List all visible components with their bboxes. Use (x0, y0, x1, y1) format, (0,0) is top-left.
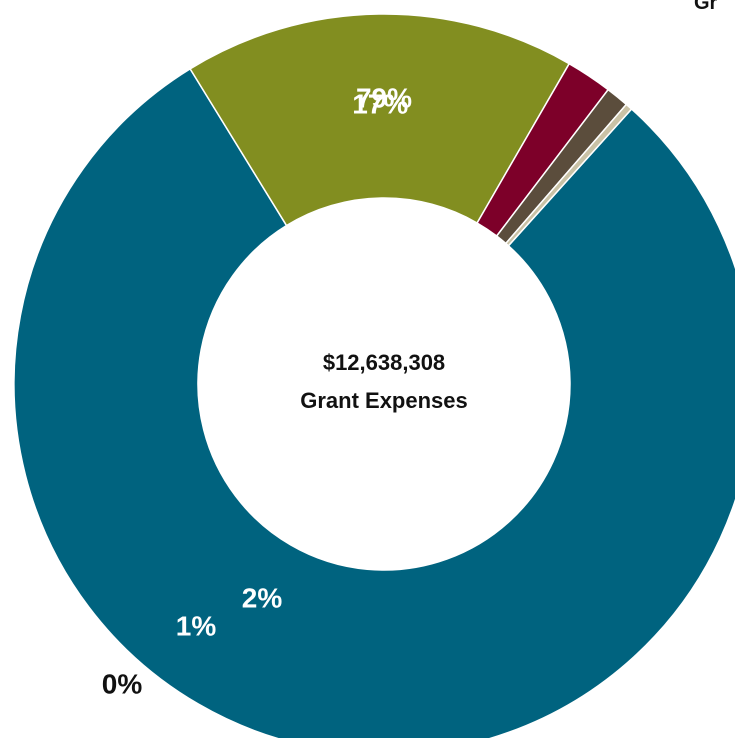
slice-label-5: 0% (102, 668, 143, 699)
slice-label-3: 2% (242, 582, 283, 613)
slice-labels: 79%17% 2% 1% 0% (102, 82, 412, 699)
donut-slice-1 (13, 67, 735, 738)
slice-label-1: 79% (356, 82, 412, 113)
slice-label-2: 17% (352, 88, 408, 119)
center-caption: Grant Expenses (300, 388, 468, 413)
donut-hole (198, 198, 570, 570)
slice-label-4: 1% (176, 610, 217, 641)
center-amount: $12,638,308 (323, 350, 445, 375)
page-title-fragment: Gr (694, 0, 718, 14)
